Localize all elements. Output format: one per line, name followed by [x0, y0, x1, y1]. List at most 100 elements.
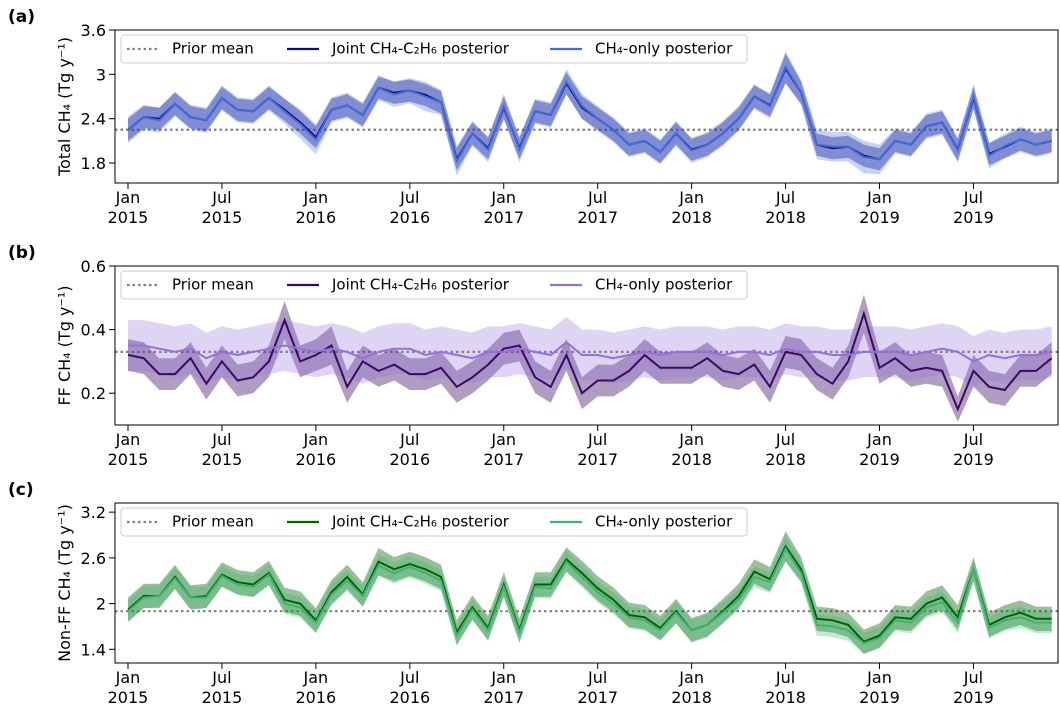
x-tick-label: Jul — [587, 430, 607, 449]
legend-label: Prior mean — [172, 513, 254, 531]
uncertainty-band — [128, 536, 1052, 654]
x-tick-label: 2017 — [483, 208, 524, 227]
x-tick-label: 2016 — [389, 450, 430, 469]
x-tick-label: 2018 — [765, 450, 806, 469]
x-tick-label: 2015 — [202, 208, 243, 227]
legend-box — [120, 270, 748, 300]
x-tick-label: Jan — [303, 668, 329, 687]
x-tick-label: 2018 — [671, 688, 712, 707]
legend-box — [120, 34, 748, 64]
x-tick-label: Jan — [678, 668, 704, 687]
y-tick-label: 1.4 — [81, 640, 106, 659]
x-tick-label: Jul — [963, 188, 983, 207]
x-tick-label: Jul — [399, 188, 419, 207]
x-tick-label: 2015 — [108, 450, 149, 469]
legend-label: CH₄-only posterior — [595, 40, 733, 58]
legend-label: CH₄-only posterior — [595, 513, 733, 531]
series-line — [127, 310, 1053, 412]
y-tick-label: 0.2 — [81, 384, 106, 403]
x-tick-label: 2016 — [296, 450, 337, 469]
x-tick-label: Jul — [211, 430, 231, 449]
series-line — [127, 64, 1052, 164]
x-tick-label: 2019 — [953, 208, 994, 227]
legend-label: Joint CH₄-C₂H₆ posterior — [331, 276, 510, 294]
x-tick-label: Jul — [963, 430, 983, 449]
plot-frame — [114, 29, 1059, 184]
x-tick-label: Jan — [303, 430, 329, 449]
x-tick-label: 2018 — [671, 450, 712, 469]
plot-frame — [114, 265, 1059, 426]
x-tick-label: 2018 — [765, 688, 806, 707]
y-tick-label: 2.6 — [81, 549, 106, 568]
x-tick-label: 2015 — [202, 688, 243, 707]
x-tick-label: 2017 — [577, 450, 618, 469]
y-tick-label: 3.2 — [81, 503, 106, 522]
legend-label: Prior mean — [172, 40, 254, 58]
series-line — [128, 341, 1052, 363]
legend: Prior mean Joint CH₄-C₂H₆ posterior CH₄-on… — [120, 34, 748, 64]
legend-label: CH₄-only posterior — [595, 276, 733, 294]
x-tick-label: Jan — [115, 430, 141, 449]
y-tick-label: 0.4 — [81, 321, 106, 340]
x-tick-label: 2017 — [577, 208, 618, 227]
series-line — [127, 544, 1052, 643]
x-tick-label: Jan — [866, 188, 892, 207]
uncertainty-band — [128, 531, 1052, 654]
x-tick-label: Jan — [115, 188, 141, 207]
x-tick-label: Jul — [775, 188, 795, 207]
x-tick-label: 2018 — [765, 208, 806, 227]
x-tick-label: Jul — [775, 430, 795, 449]
x-tick-label: 2017 — [483, 450, 524, 469]
x-tick-label: 2015 — [108, 688, 149, 707]
x-tick-label: Jul — [399, 668, 419, 687]
y-tick-label: 3 — [96, 65, 106, 84]
y-tick-label: 2 — [96, 595, 106, 614]
x-tick-label: 2016 — [389, 208, 430, 227]
legend-box — [120, 507, 748, 537]
x-tick-label: 2019 — [859, 450, 900, 469]
x-tick-label: 2019 — [859, 208, 900, 227]
panel: (c)Non-FF CH₄ (Tg y⁻¹) 1.422.63.2Jan2015J… — [8, 480, 1059, 707]
x-tick-label: 2016 — [296, 208, 337, 227]
x-tick-label: Jul — [211, 188, 231, 207]
x-tick-label: 2017 — [483, 688, 524, 707]
y-tick-label: 2.4 — [81, 110, 106, 129]
x-tick-label: 2019 — [859, 688, 900, 707]
x-tick-label: Jul — [963, 668, 983, 687]
y-tick-label: 0.6 — [81, 257, 106, 276]
x-tick-label: 2018 — [671, 208, 712, 227]
y-tick-label: 1.8 — [81, 154, 106, 173]
panel: (b)FF CH₄ (Tg y⁻¹) 0.20.40.6Jan2015Jul201… — [8, 243, 1059, 469]
x-tick-label: Jan — [678, 188, 704, 207]
legend-label: Joint CH₄-C₂H₆ posterior — [331, 513, 510, 531]
x-tick-label: 2016 — [389, 688, 430, 707]
panel-label: (a) — [8, 7, 35, 27]
x-tick-label: 2019 — [953, 450, 994, 469]
y-axis-label: Non-FF CH₄ (Tg y⁻¹) — [55, 504, 74, 662]
x-tick-label: Jan — [303, 188, 329, 207]
panel-label: (c) — [8, 480, 34, 500]
x-tick-label: Jul — [587, 668, 607, 687]
x-tick-label: Jul — [399, 430, 419, 449]
legend-label: Prior mean — [172, 276, 254, 294]
x-tick-label: 2019 — [953, 688, 994, 707]
y-axis-label: Total CH₄ (Tg y⁻¹) — [55, 37, 74, 177]
x-tick-label: Jan — [490, 668, 516, 687]
x-tick-label: 2015 — [202, 450, 243, 469]
y-tick-label: 3.6 — [81, 21, 106, 40]
x-tick-label: 2015 — [108, 208, 149, 227]
legend-label: Joint CH₄-C₂H₆ posterior — [331, 40, 510, 58]
y-axis-label: FF CH₄ (Tg y⁻¹) — [55, 285, 74, 405]
x-tick-label: Jul — [211, 668, 231, 687]
x-tick-label: Jan — [490, 430, 516, 449]
panel-label: (b) — [8, 243, 36, 263]
panel: (a)Total CH₄ (Tg y⁻¹) 1.82.433.6Jan2015Ju… — [8, 7, 1059, 227]
x-tick-label: Jan — [490, 188, 516, 207]
x-tick-label: Jul — [587, 188, 607, 207]
x-tick-label: Jan — [866, 430, 892, 449]
legend: Prior mean Joint CH₄-C₂H₆ posterior CH₄-on… — [120, 507, 748, 537]
legend: Prior mean Joint CH₄-C₂H₆ posterior CH₄-on… — [120, 270, 748, 300]
plot-frame — [114, 502, 1059, 664]
x-tick-label: Jan — [866, 668, 892, 687]
